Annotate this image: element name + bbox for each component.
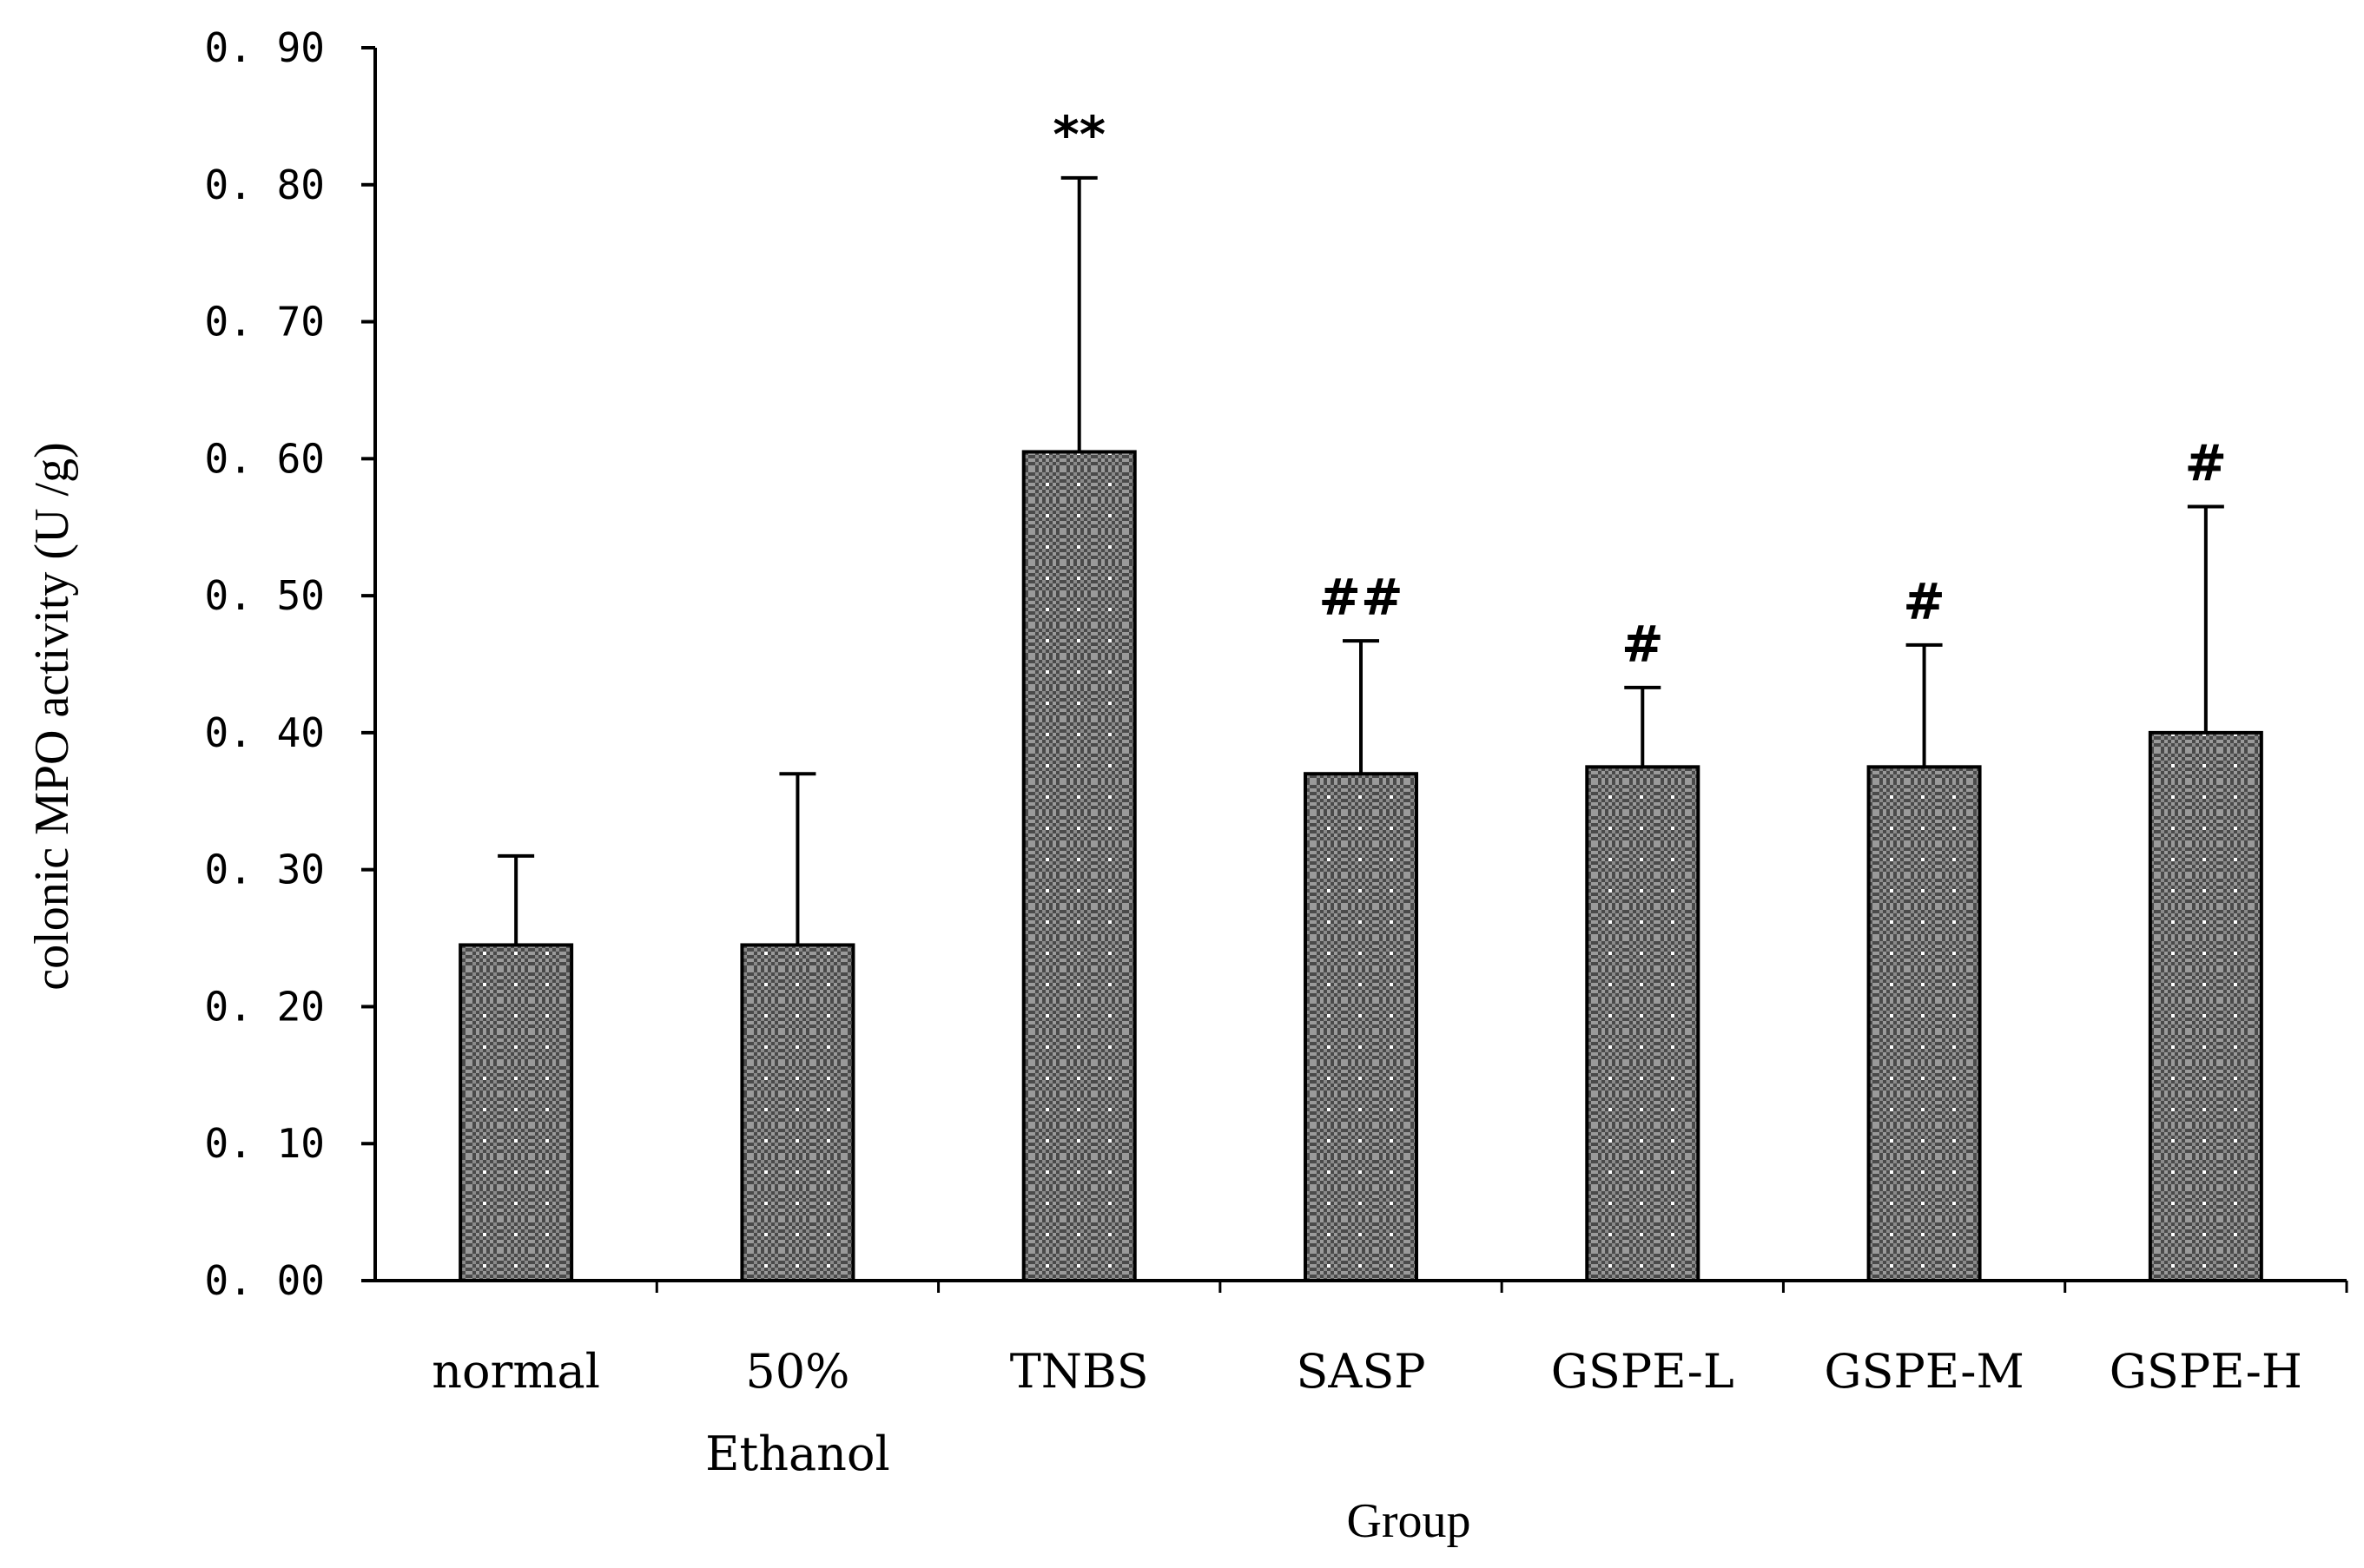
bar <box>1304 772 1418 1282</box>
y-tick-label: 0. 90 <box>205 24 325 71</box>
x-category-label: TNBS <box>1010 1344 1149 1399</box>
y-tick-label: 0. 70 <box>205 299 325 346</box>
x-category-label-line2: Ethanol <box>705 1426 890 1481</box>
y-axis-ticks: 0. 00 0. 10 0. 20 0. 30 0. 40 0. 50 0. 60 0. 70… <box>205 24 2348 1304</box>
y-tick-label: 0. 20 <box>205 983 325 1030</box>
significance-annotations: **##### <box>1053 105 2227 674</box>
bar <box>2148 730 2263 1282</box>
significance-mark: ** <box>1053 105 1106 164</box>
significance-mark: # <box>1621 615 1664 674</box>
error-bars <box>498 175 2224 945</box>
bar <box>1866 765 1982 1282</box>
y-tick-label: 0. 80 <box>205 161 325 208</box>
y-tick-label: 0. 50 <box>205 572 325 619</box>
y-axis-title: colonic MPO activity (U /g) <box>25 442 79 990</box>
x-category-label: 50% <box>745 1344 849 1399</box>
x-axis-title: Group <box>1346 1494 1470 1548</box>
bar <box>459 943 574 1282</box>
significance-mark: # <box>1903 572 1945 631</box>
y-tick-label: 0. 00 <box>205 1257 325 1304</box>
x-category-label: GSPE-M <box>1824 1344 2024 1399</box>
x-category-label: GSPE-H <box>2110 1344 2302 1399</box>
y-tick-label: 0. 10 <box>205 1120 325 1167</box>
bar <box>1585 765 1700 1282</box>
significance-mark: # <box>2185 434 2228 493</box>
x-category-label: SASP <box>1296 1344 1425 1399</box>
y-tick-label: 0. 30 <box>205 847 325 893</box>
x-category-label: normal <box>432 1344 600 1399</box>
y-tick-label: 0. 60 <box>205 435 325 482</box>
bars <box>459 450 2263 1282</box>
significance-mark: ## <box>1318 568 1403 627</box>
x-axis-labels: normal 50% Ethanol TNBS SASP GSPE-L GSPE-M GSPE… <box>432 1344 2302 1481</box>
bar <box>1021 450 1137 1282</box>
bar <box>740 943 855 1282</box>
y-tick-label: 0. 40 <box>205 709 325 756</box>
x-category-label: GSPE-L <box>1551 1344 1734 1399</box>
